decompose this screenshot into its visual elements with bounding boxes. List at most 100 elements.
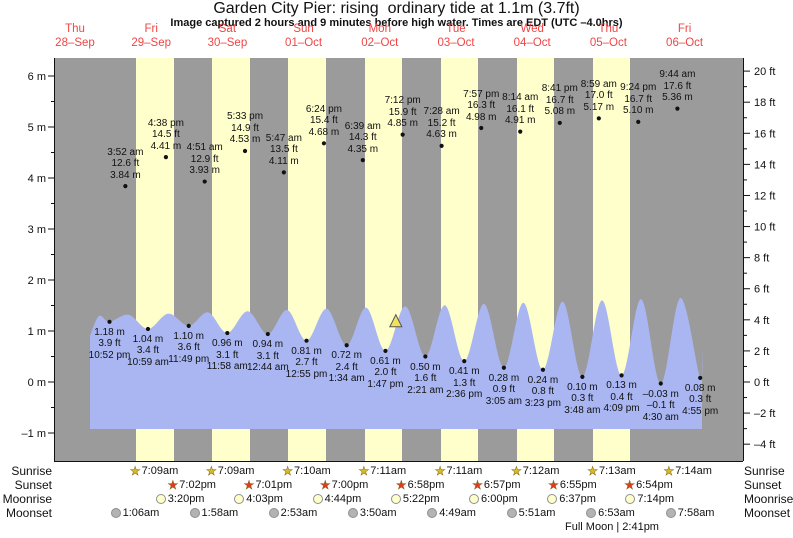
high-tide-point: [400, 132, 405, 137]
tide-label-line: 0.3 ft: [689, 394, 712, 406]
low-tide-point: [501, 365, 506, 370]
tide-label-line: 12.9 ft: [190, 153, 219, 165]
high-tide-label: 4:51 am 12.9 ft 3.93 m: [187, 142, 223, 177]
high-tide-point: [321, 141, 327, 146]
low-tide-point: [344, 343, 349, 348]
high-tide-point: [242, 148, 248, 154]
right-axis-tick-label: 6 ft: [754, 284, 769, 296]
tide-label-line: 3.93 m: [189, 165, 220, 177]
sunrise-star-icon: ★: [587, 464, 598, 478]
astro-row-label-sunset: Sunset: [744, 478, 782, 492]
tide-label-line: 10:59 am: [127, 356, 169, 368]
sunset-star-icon: ★: [167, 478, 179, 492]
sunrise-time-text: 7:13am: [598, 465, 636, 477]
day-label: Thu 28–Sep: [55, 23, 95, 50]
day-date: 28–Sep: [55, 36, 95, 49]
moonrise-circle-icon: [234, 494, 245, 504]
sunrise-time-text: 7:09am: [141, 465, 179, 477]
moonset-time-text: 3:50am: [359, 507, 397, 519]
tide-label-line: 15.4 ft: [309, 115, 338, 127]
tide-label-line: 5.36 m: [662, 92, 693, 104]
sunset-time: ★ 7:00pm: [319, 478, 369, 492]
tide-label-line: 10:52 pm: [88, 349, 131, 361]
tide-label-line: 0.41 m: [448, 366, 480, 378]
moonrise-time: 5:22pm: [390, 493, 440, 505]
tide-label-line: 4:55 pm: [682, 405, 719, 417]
low-tide-label: 0.28 m 0.9 ft 3:05 am: [486, 373, 522, 408]
moonrise-time-text: 5:22pm: [402, 493, 440, 505]
tide-label-line: 0.94 m: [252, 339, 284, 351]
tide-label-line: 7:28 am: [423, 106, 460, 118]
high-tide-label: 8:14 am 16.1 ft 4.91 m: [502, 92, 538, 127]
sunset-time: ★ 6:57pm: [472, 478, 521, 492]
day-name: Sat: [218, 23, 237, 35]
low-tide-label: 0.41 m 1.3 ft 2:36 pm: [446, 366, 482, 401]
tide-label-line: 1.3 ft: [453, 377, 476, 389]
tide-label-line: 3.9 ft: [98, 338, 121, 350]
low-tide-label: 0.13 m 0.4 ft 4:09 pm: [603, 380, 639, 415]
low-tide-point: [462, 358, 467, 364]
sunrise-star-icon: ★: [358, 464, 370, 478]
sunrise-time-text: 7:14am: [675, 465, 712, 477]
tide-label-line: 3.84 m: [110, 169, 141, 181]
moonset-time: 2:53am: [268, 507, 317, 519]
astro-row-label-moonset: Moonset: [5, 506, 52, 520]
moonset-time: 1:58am: [189, 507, 238, 519]
high-tide-point: [479, 125, 484, 131]
day-name: Wed: [520, 23, 544, 35]
tide-label-line: 5.08 m: [544, 106, 576, 118]
tide-label-line: 2:36 pm: [446, 389, 483, 401]
moonset-circle-icon: [427, 508, 438, 518]
low-tide-label: 0.24 m 0.8 ft 3:23 pm: [525, 375, 561, 410]
tide-label-line: 0.08 m: [684, 382, 716, 394]
tide-label-line: 7:12 pm: [384, 95, 421, 107]
tide-label-line: 1.18 m: [94, 326, 125, 338]
sunset-time-text: 6:54pm: [636, 479, 673, 491]
moonset-time-text: 1:06am: [122, 507, 160, 519]
tide-label-line: 2.0 ft: [374, 367, 397, 379]
tide-label-line: 16.3 ft: [467, 100, 496, 112]
sunset-star-icon: ★: [624, 478, 636, 492]
day-name: Fri: [677, 23, 692, 35]
day-label: Thu 05–Oct: [590, 23, 627, 50]
moonset-circle-icon: [347, 508, 358, 518]
sunset-star-icon: ★: [319, 478, 331, 492]
astro-row-label-sunset: Sunset: [14, 478, 52, 492]
sunset-star-icon: ★: [472, 478, 483, 492]
low-tide-label: 0.61 m 2.0 ft 1:47 pm: [367, 356, 403, 391]
left-axis-tick-label: 6 m: [28, 71, 46, 83]
full-moon-label: Full Moon | 2:41pm: [565, 521, 659, 533]
moonset-circle-icon: [506, 508, 517, 518]
sunset-time-text: 6:57pm: [483, 479, 521, 491]
low-tide-point: [186, 323, 191, 328]
sunset-star-icon: ★: [243, 478, 255, 492]
day-label: Sun 01–Oct: [285, 23, 322, 50]
high-tide-label: 6:24 pm 15.4 ft 4.68 m: [306, 104, 342, 139]
sunset-time-text: 6:55pm: [559, 479, 597, 491]
high-tide-label: 7:12 pm 15.9 ft 4.85 m: [385, 95, 421, 130]
tide-label-line: 15.2 ft: [427, 117, 456, 129]
tide-label-line: 4.35 m: [347, 143, 379, 155]
sunset-star-icon: ★: [395, 478, 407, 492]
right-axis-tick-label: 12 ft: [754, 190, 775, 202]
tide-label-line: 0.96 m: [211, 338, 243, 350]
day-label: Sat 30–Sep: [208, 23, 248, 50]
day-date: 02–Oct: [361, 36, 399, 49]
tide-label-line: 5.10 m: [622, 105, 654, 117]
high-tide-point: [675, 106, 680, 111]
moonrise-time-text: 4:44pm: [324, 493, 362, 505]
left-axis-tick-label: 3 m: [28, 224, 46, 236]
right-axis-tick-label: 16 ft: [754, 128, 775, 140]
tide-label-line: 9:44 am: [659, 69, 696, 81]
moonset-circle-icon: [189, 508, 200, 518]
day-label: Fri 06–Oct: [666, 23, 703, 50]
day-date: 05–Oct: [589, 36, 627, 49]
left-axis-tick-label: 0 m: [28, 377, 46, 389]
low-tide-point: [540, 367, 546, 372]
day-name: Tue: [446, 23, 466, 35]
moonrise-time: 6:00pm: [469, 493, 518, 505]
high-tide-point: [557, 120, 562, 126]
sunrise-time: ★ 7:13am: [587, 464, 636, 478]
tide-label-line: 0.3 ft: [571, 393, 594, 405]
